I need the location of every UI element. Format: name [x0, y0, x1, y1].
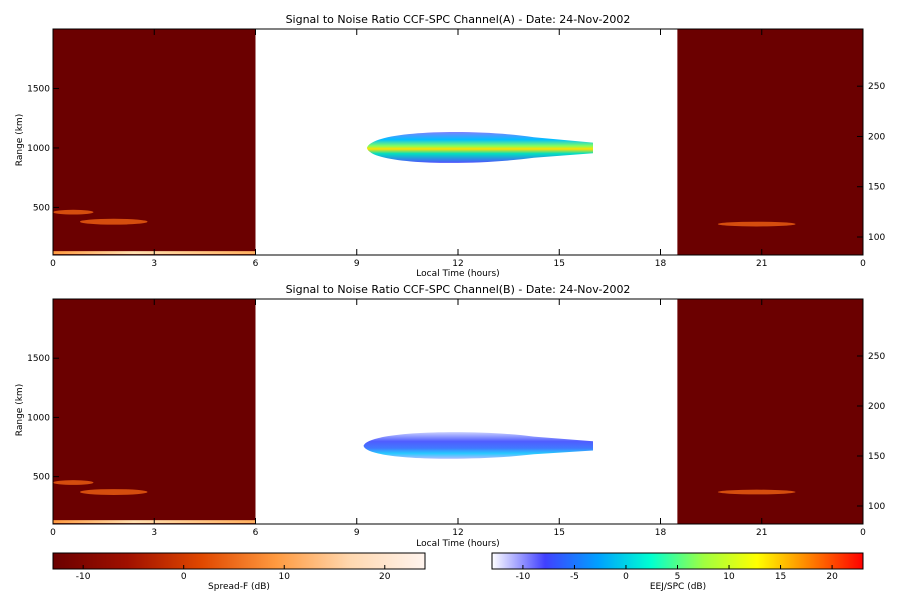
- colorbar-scale: [52, 552, 426, 570]
- x-tick-label: 21: [756, 528, 767, 538]
- colorbar-tick-label: 0: [181, 572, 187, 582]
- y2-tick-label: 250: [868, 82, 885, 92]
- night-region: [53, 299, 256, 524]
- spread-f-echo: [717, 489, 796, 495]
- x-tick-label: 21: [756, 259, 767, 269]
- colorbar-tick-label: 20: [379, 572, 391, 582]
- x-tick-label: 9: [354, 528, 360, 538]
- x-tick-label: 3: [151, 259, 157, 269]
- chart-title: Signal to Noise Ratio CCF-SPC Channel(A)…: [286, 13, 631, 26]
- colorbar-label: EEJ/SPC (dB): [650, 582, 706, 592]
- colorbar-tick-label: 20: [826, 572, 838, 582]
- chart-title: Signal to Noise Ratio CCF-SPC Channel(B)…: [286, 283, 631, 296]
- x-tick-label: 0: [50, 259, 56, 269]
- x-tick-label: 6: [253, 528, 259, 538]
- colorbar-tick-label: -5: [570, 572, 579, 582]
- colorbar-tick-label: -10: [76, 572, 91, 582]
- x-tick-label: 12: [452, 259, 463, 269]
- eej-echo-region: [363, 432, 593, 459]
- x-tick-label: 0: [860, 528, 866, 538]
- colorbar-eej-spc: EEJ/SPC (dB) -10 -5 0 5 10 15 20: [491, 552, 864, 592]
- y-axis-label: Range (km): [15, 384, 25, 436]
- colorbar-tick-label: 0: [623, 572, 629, 582]
- spread-f-echo: [80, 489, 148, 495]
- y-tick-label: 1500: [27, 84, 50, 94]
- colorbar-label: Spread-F (dB): [208, 582, 270, 592]
- x-tick-label: 18: [655, 259, 667, 269]
- x-tick-label: 12: [452, 528, 463, 538]
- y2-tick-label: 100: [868, 233, 885, 243]
- spread-f-echo: [80, 218, 148, 225]
- colorbar-tick-label: 10: [723, 572, 735, 582]
- y-axis-label: Range (km): [15, 114, 25, 166]
- spread-f-echo: [53, 480, 94, 485]
- colorbar-tick-label: -10: [516, 572, 531, 582]
- panel-channel-b: Signal to Noise Ratio CCF-SPC Channel(B)…: [15, 283, 885, 549]
- y-tick-label: 500: [33, 203, 50, 213]
- x-tick-label: 3: [151, 528, 157, 538]
- spread-f-echo: [717, 221, 796, 227]
- y-tick-label: 1000: [27, 144, 50, 154]
- y2-tick-label: 100: [868, 502, 885, 512]
- y2-tick-label: 250: [868, 352, 885, 362]
- x-tick-label: 15: [554, 528, 565, 538]
- night-region: [677, 299, 863, 524]
- x-axis-label: Local Time (hours): [416, 269, 499, 279]
- x-tick-label: 0: [860, 259, 866, 269]
- y-tick-label: 1500: [27, 354, 50, 364]
- colorbar-tick-label: 15: [775, 572, 786, 582]
- y2-tick-label: 150: [868, 452, 885, 462]
- x-tick-label: 18: [655, 528, 667, 538]
- colorbar-spread-f: Spread-F (dB) -10 0 10 20: [52, 552, 426, 592]
- night-region: [53, 29, 256, 255]
- night-region: [677, 29, 863, 255]
- x-axis-label: Local Time (hours): [416, 539, 499, 549]
- y2-tick-label: 200: [868, 132, 885, 142]
- eej-echo-region: [366, 132, 593, 163]
- x-tick-label: 15: [554, 259, 565, 269]
- x-tick-label: 6: [253, 259, 259, 269]
- colorbar-tick-label: 10: [279, 572, 291, 582]
- x-tick-label: 9: [354, 259, 360, 269]
- y2-tick-label: 150: [868, 183, 885, 193]
- x-tick-label: 0: [50, 528, 56, 538]
- y-tick-label: 500: [33, 473, 50, 483]
- y2-tick-label: 200: [868, 402, 885, 412]
- y-tick-label: 1000: [27, 413, 50, 423]
- panel-channel-a: Signal to Noise Ratio CCF-SPC Channel(A)…: [15, 13, 885, 279]
- colorbar-tick-label: 5: [675, 572, 681, 582]
- spread-f-echo: [53, 209, 94, 215]
